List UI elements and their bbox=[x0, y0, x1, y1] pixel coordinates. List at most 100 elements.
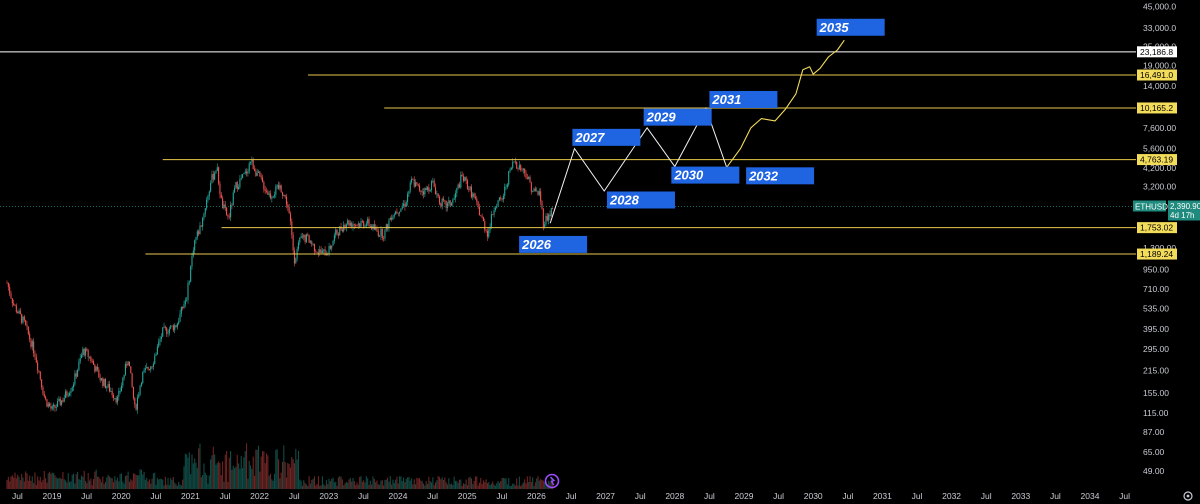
volume-bar bbox=[91, 485, 93, 489]
volume-bar bbox=[490, 483, 492, 489]
volume-bar bbox=[473, 480, 475, 489]
volume-bar bbox=[498, 482, 500, 489]
volume-bar bbox=[484, 482, 486, 489]
candle-body bbox=[277, 185, 280, 189]
candle-body bbox=[488, 230, 490, 237]
candle-body bbox=[379, 235, 381, 237]
candle-body bbox=[299, 237, 301, 243]
volume-bar bbox=[485, 479, 487, 489]
volume-bar bbox=[364, 482, 366, 489]
volume-bar bbox=[69, 481, 71, 489]
volume-bar bbox=[11, 475, 13, 489]
candle-body bbox=[179, 313, 181, 322]
volume-bar bbox=[359, 476, 361, 489]
time-tick-label: 2029 bbox=[735, 491, 754, 501]
volume-bar bbox=[103, 484, 105, 489]
volume-bar bbox=[420, 480, 422, 489]
volume-bar bbox=[224, 454, 226, 489]
volume-bar bbox=[497, 480, 499, 489]
candle-body bbox=[235, 182, 237, 188]
volume-bar bbox=[182, 479, 184, 489]
volume-bar bbox=[131, 480, 133, 489]
volume-bar bbox=[122, 481, 124, 489]
volume-bar bbox=[167, 477, 169, 489]
level-tag-bg bbox=[1137, 69, 1177, 81]
time-tick-label: Jul bbox=[150, 491, 161, 501]
candle-body bbox=[369, 225, 371, 227]
candle-body bbox=[319, 249, 321, 253]
volume-bar bbox=[488, 482, 490, 489]
candle-body bbox=[132, 386, 134, 399]
volume-bar bbox=[186, 454, 188, 489]
volume-bar bbox=[253, 475, 256, 489]
candle-body bbox=[469, 186, 471, 190]
candle-body bbox=[43, 393, 45, 397]
volume-bar bbox=[21, 474, 23, 489]
volume-bar bbox=[541, 479, 543, 489]
candle-body bbox=[552, 207, 554, 209]
volume-bar bbox=[520, 485, 522, 489]
candle-body bbox=[232, 192, 234, 206]
projection-yellow-path bbox=[726, 39, 845, 168]
volume-bar bbox=[391, 484, 393, 489]
volume-bar bbox=[257, 445, 260, 489]
volume-bar bbox=[238, 463, 240, 489]
volume-bar bbox=[259, 471, 261, 489]
volume-bar bbox=[139, 469, 141, 489]
candle-body bbox=[524, 168, 526, 174]
candle-body bbox=[341, 229, 343, 232]
candle-body bbox=[106, 386, 108, 389]
volume-bar bbox=[521, 484, 523, 489]
volume-bar bbox=[544, 481, 546, 489]
candle-body bbox=[80, 354, 83, 358]
candle-body bbox=[391, 217, 393, 220]
candle-body bbox=[159, 339, 161, 342]
candle-body bbox=[88, 356, 91, 358]
candle-body bbox=[472, 193, 474, 198]
volume-bar bbox=[343, 485, 345, 489]
horizontal-levels bbox=[0, 51, 1136, 255]
price-tick-label: 155.00 bbox=[1143, 388, 1169, 398]
candle-body bbox=[103, 379, 105, 386]
volume-bar bbox=[171, 479, 173, 489]
candle-body bbox=[364, 226, 366, 227]
candle-body bbox=[203, 213, 205, 218]
volume-bar bbox=[115, 480, 117, 489]
volume-bar bbox=[227, 481, 229, 489]
candle-body bbox=[204, 208, 206, 214]
volume-bar bbox=[211, 455, 213, 489]
volume-bar bbox=[196, 467, 198, 489]
replay-icon[interactable] bbox=[544, 473, 560, 489]
candle-body bbox=[534, 188, 536, 191]
volume-bar bbox=[430, 482, 433, 489]
volume-bar bbox=[529, 476, 531, 489]
volume-bar bbox=[380, 480, 382, 489]
volume-bar bbox=[534, 482, 536, 489]
candle-body bbox=[315, 251, 317, 253]
candle-body bbox=[393, 214, 395, 217]
candle-body bbox=[545, 215, 547, 225]
volume-bar bbox=[250, 465, 252, 489]
candle-body bbox=[102, 378, 104, 386]
volume-bar bbox=[27, 480, 29, 489]
candle-body bbox=[458, 184, 461, 188]
volume-bar bbox=[111, 478, 113, 489]
candle-body bbox=[307, 234, 309, 236]
volume-bar bbox=[163, 485, 165, 489]
volume-bar bbox=[303, 480, 305, 489]
volume-bar bbox=[164, 476, 166, 489]
candle-body bbox=[136, 397, 138, 410]
candle-body bbox=[522, 168, 524, 170]
volume-bar bbox=[329, 481, 331, 489]
candle-body bbox=[184, 300, 186, 305]
time-tick-label: Jul bbox=[704, 491, 715, 501]
volume-bar bbox=[419, 478, 421, 489]
candle-body bbox=[219, 183, 221, 195]
candle-body bbox=[313, 243, 315, 252]
time-axis-panel[interactable] bbox=[0, 489, 1200, 504]
candle-body bbox=[367, 218, 369, 224]
settings-icon[interactable] bbox=[1183, 491, 1193, 501]
candle-body bbox=[46, 399, 48, 407]
